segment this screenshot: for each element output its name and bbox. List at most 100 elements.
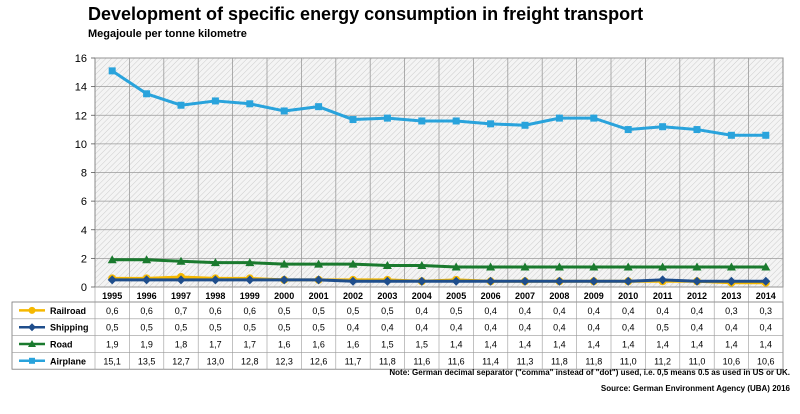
table-cell: 0,4 (519, 306, 532, 316)
chart-title: Development of specific energy consumpti… (88, 4, 644, 24)
y-tick-label: 8 (81, 168, 87, 180)
data-point-road (623, 262, 633, 271)
data-point-shipping (623, 276, 633, 286)
y-tick-label: 10 (75, 139, 87, 151)
table-cell: 1,4 (760, 340, 773, 350)
data-point-airplane (211, 97, 219, 105)
y-tick-label: 16 (75, 53, 87, 65)
table-cell: 11,6 (448, 356, 465, 366)
table-cell: 11,0 (620, 356, 637, 366)
year-label: 2004 (412, 291, 432, 301)
data-point-shipping (417, 276, 427, 286)
table-cell: 0,4 (519, 323, 532, 333)
year-label: 1997 (171, 291, 191, 301)
data-point-airplane (383, 114, 391, 122)
series-lines (107, 67, 771, 287)
data-point-road (279, 259, 289, 268)
table-cell: 1,5 (416, 340, 429, 350)
table-cell: 12,8 (241, 356, 259, 366)
y-tick-label: 0 (81, 282, 87, 294)
data-point-airplane (590, 114, 598, 122)
table-cell: 1,4 (519, 340, 532, 350)
table-cell: 0,4 (588, 306, 601, 316)
data-point-shipping (726, 276, 736, 286)
table-cell: 0,6 (209, 306, 222, 316)
data-point-road (520, 262, 530, 271)
data-point-shipping (589, 276, 599, 286)
table-cell: 1,4 (725, 340, 738, 350)
year-label: 1996 (137, 291, 157, 301)
table-cell: 12,3 (275, 356, 293, 366)
table-cell: 15,1 (103, 356, 121, 366)
data-point-road (554, 262, 564, 271)
data-point-road (314, 259, 324, 268)
year-label: 2009 (584, 291, 604, 301)
year-label: 2001 (309, 291, 329, 301)
data-point-shipping (176, 275, 186, 285)
data-point-airplane (349, 116, 357, 124)
year-label: 2013 (721, 291, 741, 301)
data-point-airplane (108, 67, 116, 75)
data-point-road (726, 262, 736, 271)
footnote: Note: German decimal separator ("comma" … (389, 368, 790, 377)
legend-marker-airplane (29, 357, 35, 364)
legend-marker-shipping (28, 323, 36, 332)
data-point-shipping (107, 275, 117, 285)
table-cell: 0,4 (691, 323, 704, 333)
table-cell: 0,4 (725, 323, 738, 333)
table-cell: 0,4 (656, 306, 669, 316)
table-cell: 0,5 (106, 323, 119, 333)
table-cell: 1,4 (450, 340, 463, 350)
table-cell: 0,4 (691, 306, 704, 316)
year-label: 2005 (446, 291, 466, 301)
legend-label-shipping: Shipping (50, 323, 89, 333)
table-cell: 0,3 (760, 306, 773, 316)
data-point-airplane (315, 103, 323, 111)
legend-label-airplane: Airplane (50, 356, 86, 366)
data-point-road (417, 261, 427, 270)
year-label: 1998 (205, 291, 225, 301)
data-point-shipping (314, 275, 324, 285)
year-label: 2011 (653, 291, 673, 301)
table-cell: 0,6 (140, 306, 153, 316)
table-cell: 1,6 (278, 340, 291, 350)
table-cell: 0,5 (656, 323, 669, 333)
table-cell: 1,4 (484, 340, 497, 350)
year-label: 2000 (274, 291, 294, 301)
data-point-airplane (177, 101, 185, 109)
data-point-shipping (554, 276, 564, 286)
table-cell: 0,5 (312, 323, 325, 333)
data-point-airplane (487, 120, 495, 128)
year-label: 2006 (481, 291, 501, 301)
table-cell: 12,6 (310, 356, 328, 366)
data-point-shipping (658, 275, 668, 285)
data-point-shipping (279, 275, 289, 285)
data-point-road (142, 255, 152, 264)
data-point-airplane (143, 90, 151, 98)
table-cell: 0,4 (416, 323, 429, 333)
series-line-road (112, 258, 766, 269)
table-cell: 11,2 (654, 356, 671, 366)
data-point-airplane (659, 123, 667, 131)
data-point-airplane (762, 131, 770, 139)
chart-subtitle: Megajoule per tonne kilometre (88, 28, 247, 40)
data-point-airplane (418, 117, 426, 125)
data-point-airplane (521, 121, 529, 129)
series-line-shipping (112, 278, 766, 283)
table-cell: 0,4 (553, 323, 566, 333)
table-cell: 1,4 (656, 340, 669, 350)
data-point-road (761, 262, 771, 271)
data-point-road (245, 258, 255, 267)
table-cell: 11,6 (413, 356, 430, 366)
data-point-shipping (210, 275, 220, 285)
table-cell: 1,4 (588, 340, 601, 350)
table-cell: 0,4 (553, 306, 566, 316)
table-cell: 0,4 (484, 306, 497, 316)
year-label: 2002 (343, 291, 363, 301)
table-cell: 0,5 (347, 306, 360, 316)
table-cell: 1,7 (244, 340, 257, 350)
data-point-shipping (348, 276, 358, 286)
table-cell: 11,0 (689, 356, 706, 366)
table-cell: 1,6 (312, 340, 325, 350)
legend-marker-road (28, 340, 36, 347)
